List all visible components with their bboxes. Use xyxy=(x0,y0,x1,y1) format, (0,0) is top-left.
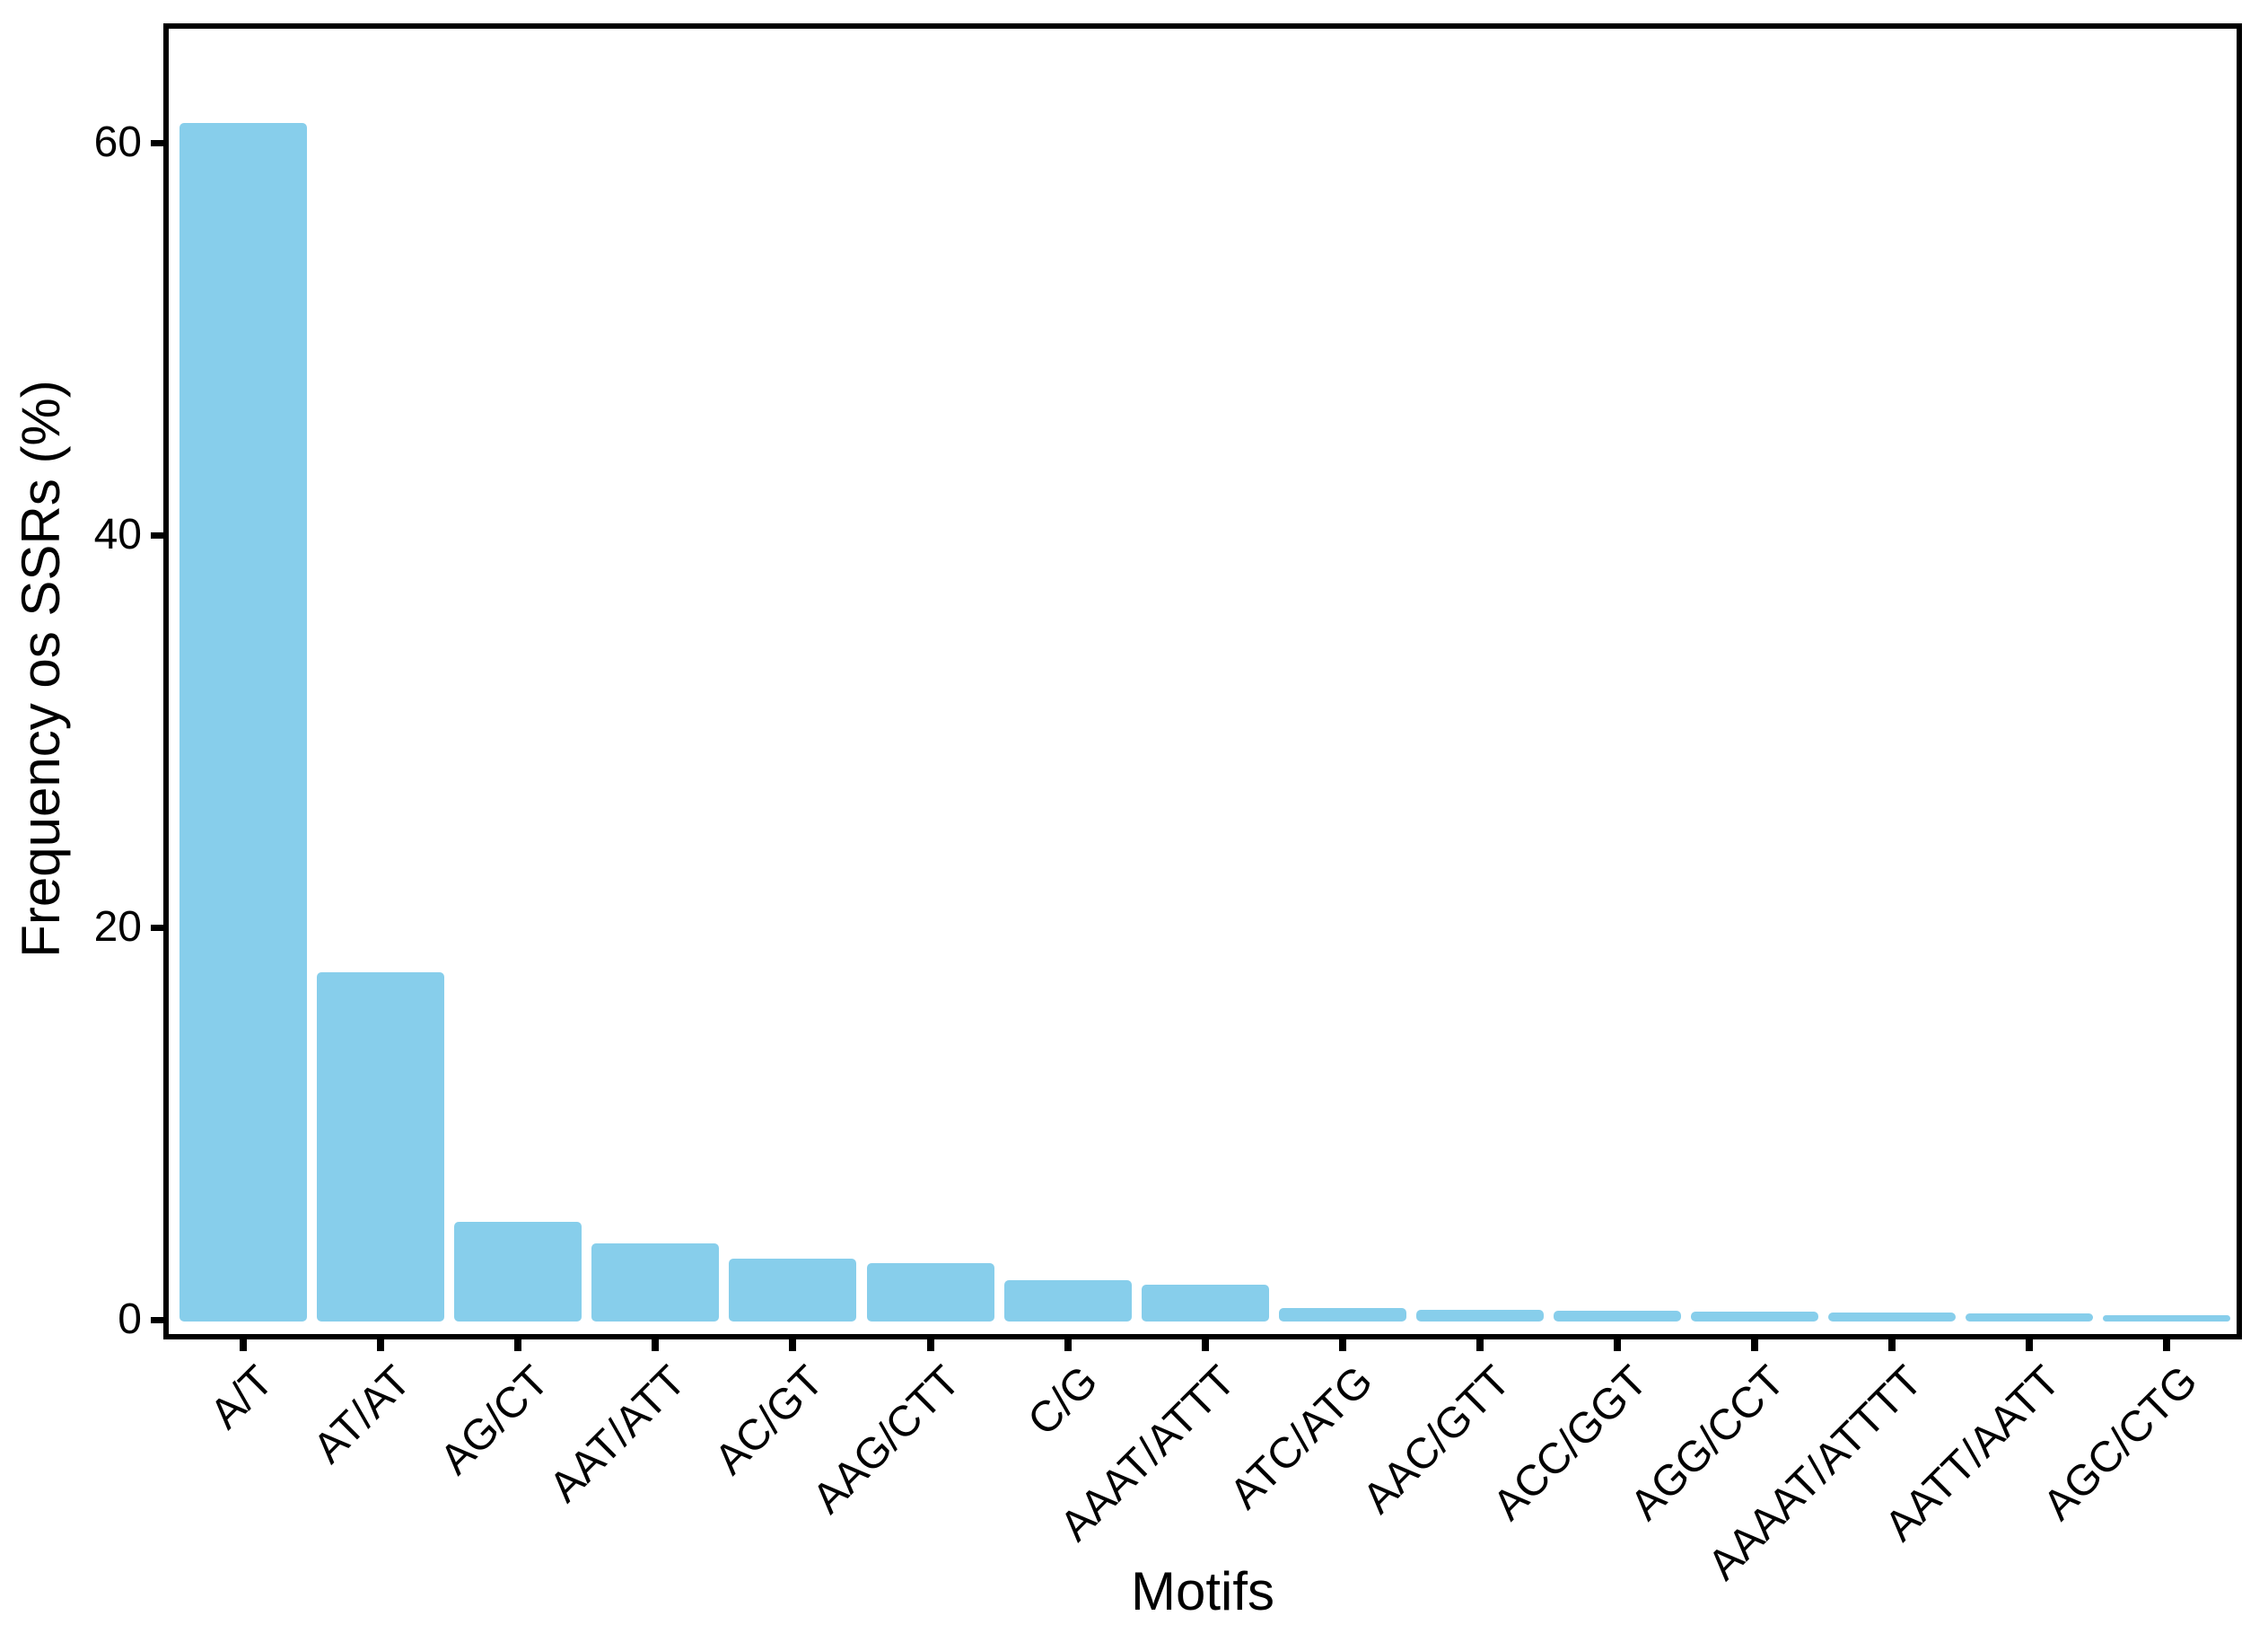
plot-panel xyxy=(163,23,2242,1339)
x-tick-label-at-at: AT/AT xyxy=(304,1357,421,1473)
x-tick-mark-acc-ggt xyxy=(1614,1339,1621,1351)
y-tick-mark-0 xyxy=(151,1316,163,1323)
x-axis-title: Motifs xyxy=(1130,1561,1275,1621)
x-tick-mark-aac-gtt xyxy=(1476,1339,1484,1351)
bar-at-at xyxy=(317,972,445,1322)
x-tick-mark-at-at xyxy=(377,1339,385,1351)
bar-atc-atg xyxy=(1278,1307,1406,1322)
x-tick-mark-aaaat-atttt xyxy=(1888,1339,1896,1351)
x-tick-mark-atc-atg xyxy=(1338,1339,1346,1351)
x-tick-mark-aaat-attt xyxy=(1201,1339,1209,1351)
x-tick-label-atc-atg: ATC/ATG xyxy=(1221,1357,1382,1519)
bar-aaaat-atttt xyxy=(1828,1312,1957,1322)
bar-agc-ctg xyxy=(2103,1314,2231,1322)
bar-aatt-aatt xyxy=(1966,1313,2094,1322)
bar-a-t xyxy=(180,123,307,1322)
bar-agg-cct xyxy=(1691,1312,1819,1322)
x-tick-mark-agc-ctg xyxy=(2163,1339,2171,1351)
x-tick-label-aag-ctt: AAG/CTT xyxy=(803,1357,970,1523)
bar-aac-gtt xyxy=(1415,1310,1544,1322)
y-tick-label-20: 20 xyxy=(93,903,142,951)
x-tick-mark-aag-ctt xyxy=(926,1339,934,1351)
y-axis-title: Frequency os SSRs (%) xyxy=(11,380,71,958)
x-tick-mark-c-g xyxy=(1064,1339,1072,1351)
x-tick-label-ac-gt: AC/GT xyxy=(705,1357,833,1484)
bar-ag-ct xyxy=(454,1221,582,1322)
x-tick-mark-aatt-aatt xyxy=(2026,1339,2034,1351)
x-tick-mark-ac-gt xyxy=(789,1339,797,1351)
x-tick-label-c-g: C/G xyxy=(1019,1357,1108,1445)
y-tick-label-0: 0 xyxy=(118,1295,142,1343)
x-tick-mark-ag-ct xyxy=(514,1339,522,1351)
bar-aaat-attt xyxy=(1141,1284,1269,1322)
y-tick-mark-40 xyxy=(151,531,163,539)
x-tick-label-a-t: A/T xyxy=(201,1357,284,1438)
bar-ac-gt xyxy=(729,1259,857,1322)
x-tick-label-aat-att: AAT/ATT xyxy=(540,1357,696,1512)
bar-c-g xyxy=(1003,1280,1132,1322)
x-tick-mark-agg-cct xyxy=(1751,1339,1759,1351)
x-tick-mark-aat-att xyxy=(652,1339,660,1351)
bar-aat-att xyxy=(591,1242,720,1322)
y-tick-mark-60 xyxy=(151,139,163,146)
x-tick-label-ag-ct: AG/CT xyxy=(431,1357,558,1484)
x-tick-mark-a-t xyxy=(240,1339,247,1351)
y-tick-label-60: 60 xyxy=(93,119,142,166)
bar-acc-ggt xyxy=(1554,1311,1681,1322)
bar-aag-ctt xyxy=(866,1262,994,1322)
y-tick-label-40: 40 xyxy=(93,511,142,558)
y-tick-mark-20 xyxy=(151,924,163,931)
